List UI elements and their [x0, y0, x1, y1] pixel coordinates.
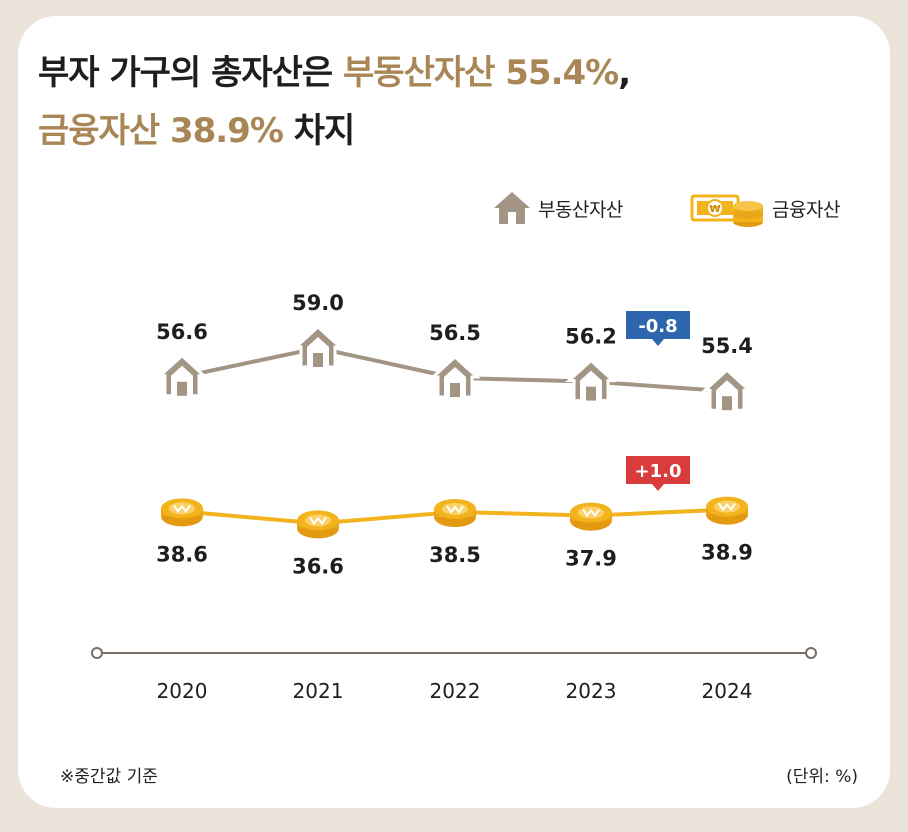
x-tick-label: 2024: [702, 679, 753, 703]
svg-text:₩: ₩: [709, 204, 720, 215]
x-axis-end-dot: [805, 647, 817, 659]
data-label-financial: 38.5: [429, 543, 481, 567]
title-line1-prefix: 부자 가구의 총자산은: [38, 53, 344, 93]
coin-icon: [570, 502, 612, 531]
coin-icon: [434, 499, 476, 527]
coin-icon: [706, 496, 748, 525]
x-axis-start-dot: [91, 647, 103, 659]
title-line2-highlight: 금융자산 38.9%: [38, 111, 284, 151]
x-tick-label: 2021: [293, 679, 344, 703]
data-label-financial: 38.6: [156, 542, 208, 566]
house-icon: [565, 358, 617, 403]
title-line2-suffix: 차지: [282, 111, 356, 151]
svg-text:+1.0: +1.0: [635, 461, 682, 482]
unit-label: (단위: %): [786, 767, 858, 787]
change-badge-financial: +1.0: [626, 456, 690, 491]
data-label-financial: 37.9: [565, 547, 617, 571]
title-line1-suffix: ,: [618, 53, 631, 93]
x-tick-label: 2022: [430, 679, 481, 703]
house-icon: [701, 368, 753, 412]
chart-title: 부자 가구의 총자산은 부동산자산 55.4%, 금융자산 38.9% 차지: [38, 44, 631, 160]
data-label-real-estate: 59.0: [292, 291, 344, 315]
data-label-real-estate: 56.5: [429, 321, 481, 345]
data-label-real-estate: 55.4: [701, 334, 753, 358]
footnote: ※중간값 기준: [60, 767, 158, 787]
data-label-real-estate: 56.2: [565, 325, 617, 349]
house-icon: [429, 354, 481, 399]
change-badge-real-estate: -0.8: [626, 311, 690, 346]
coin-icon: [161, 498, 203, 527]
house-icon: [494, 192, 530, 224]
coin-icon: [297, 510, 339, 539]
data-label-real-estate: 56.6: [156, 320, 208, 344]
legend-label-real-estate: 부동산자산: [538, 198, 623, 221]
x-tick-label: 2020: [157, 679, 208, 703]
svg-text:-0.8: -0.8: [638, 316, 677, 337]
data-label-financial: 36.6: [292, 554, 344, 578]
legend-item-financial: ₩ 금융자산: [690, 186, 840, 230]
legend-label-financial: 금융자산: [772, 198, 840, 221]
data-label-financial: 38.9: [701, 541, 753, 565]
chart-card: [18, 16, 890, 808]
title-line1-highlight: 부동산자산 55.4%: [343, 53, 619, 93]
house-icon: [156, 353, 208, 398]
x-tick-label: 2023: [566, 679, 617, 703]
legend-item-real-estate: 부동산자산: [492, 186, 623, 230]
house-icon: [292, 324, 344, 369]
money-coins-icon: ₩: [690, 194, 763, 227]
